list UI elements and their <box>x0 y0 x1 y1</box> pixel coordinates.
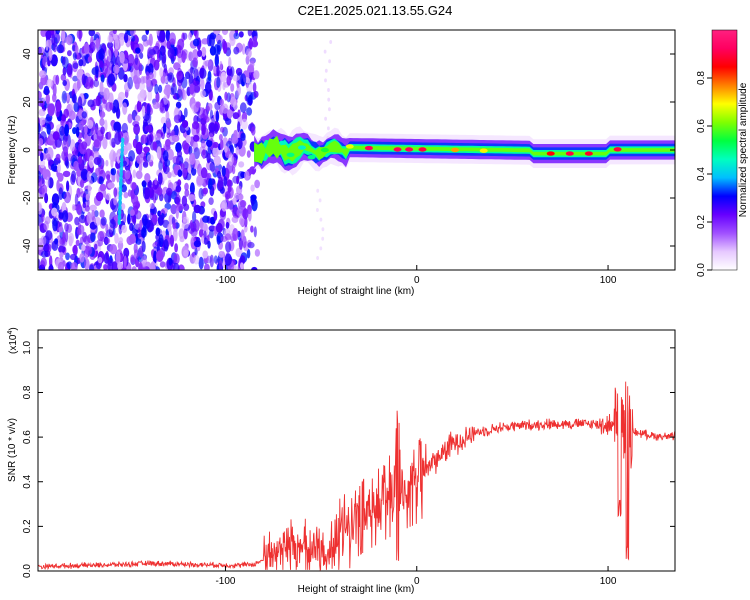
snr-y-tick-label: 1.0 <box>22 340 33 354</box>
snr-series-line <box>38 381 675 571</box>
colorbar-tick-label: 0.2 <box>696 215 707 229</box>
heatmap-signal-band <box>254 126 675 176</box>
heatmap-x-axis-label: Height of straight line (km) <box>298 286 415 297</box>
colorbar-tick-label: 0.6 <box>696 119 707 133</box>
heatmap-panel: -100 0 100 -40 -20 0 20 40 Height of straight … <box>7 29 676 297</box>
heatmap-y-tick-label: 20 <box>22 96 33 108</box>
heatmap-y-axis-label: Frequency (Hz) <box>7 116 18 185</box>
heatmap-y-ticks: -40 -20 0 20 40 <box>22 48 675 253</box>
colorbar-tick-label: 0.0 <box>696 263 707 277</box>
colorbar: 0.0 0.2 0.4 0.6 0.8 Normalized spectral ampl… <box>696 29 749 277</box>
svg-text:(x104): (x104) <box>7 327 19 354</box>
snr-x-axis-label: Height of straight line (km) <box>298 584 415 595</box>
snr-y-axis-label: SNR (10 * v/v) <box>7 418 18 482</box>
heatmap-x-tick-label: 100 <box>600 275 617 286</box>
heatmap-noise-region <box>38 30 333 270</box>
snr-multiplier: (x104) <box>7 327 19 354</box>
snr-panel: -100 0 100 0.0 0.2 0.4 0.6 0.8 1.0 Height of st… <box>7 327 676 595</box>
colorbar-scale <box>711 29 738 271</box>
colorbar-tick-label: 0.4 <box>696 167 707 181</box>
heatmap-y-tick-label: 40 <box>22 48 33 60</box>
colorbar-label: Normalized spectral amplitude <box>738 82 749 217</box>
heatmap-y-tick-label: -40 <box>22 238 33 253</box>
snr-y-tick-label: 0.2 <box>22 519 33 533</box>
heatmap-y-tick-label: -20 <box>22 190 33 205</box>
heatmap-x-tick-label: -100 <box>215 275 235 286</box>
snr-x-tick-label: -100 <box>215 576 235 587</box>
snr-multiplier-exp: 4 <box>7 331 14 335</box>
snr-x-tick-label: 0 <box>414 576 420 587</box>
snr-multiplier-base: (x10 <box>8 334 19 354</box>
snr-y-tick-label: 0.6 <box>22 430 33 444</box>
snr-multiplier-close: ) <box>8 327 19 330</box>
heatmap-y-tick-label: 0 <box>22 147 33 153</box>
snr-y-ticks: 0.0 0.2 0.4 0.6 0.8 1.0 <box>22 340 675 578</box>
snr-y-tick-label: 0.4 <box>22 474 33 488</box>
figure-title: C2E1.2025.021.13.55.G24 <box>298 3 453 18</box>
colorbar-ticks: 0.0 0.2 0.4 0.6 0.8 <box>696 71 712 277</box>
snr-y-tick-label: 0.0 <box>22 564 33 578</box>
heatmap-x-tick-label: 0 <box>414 275 420 286</box>
colorbar-tick-label: 0.8 <box>696 71 707 85</box>
snr-frame <box>37 329 676 572</box>
snr-x-ticks: -100 0 100 <box>215 566 617 587</box>
snr-y-tick-label: 0.8 <box>22 385 33 399</box>
heatmap-x-ticks: -100 0 100 <box>215 265 617 286</box>
snr-x-tick-label: 100 <box>600 576 617 587</box>
